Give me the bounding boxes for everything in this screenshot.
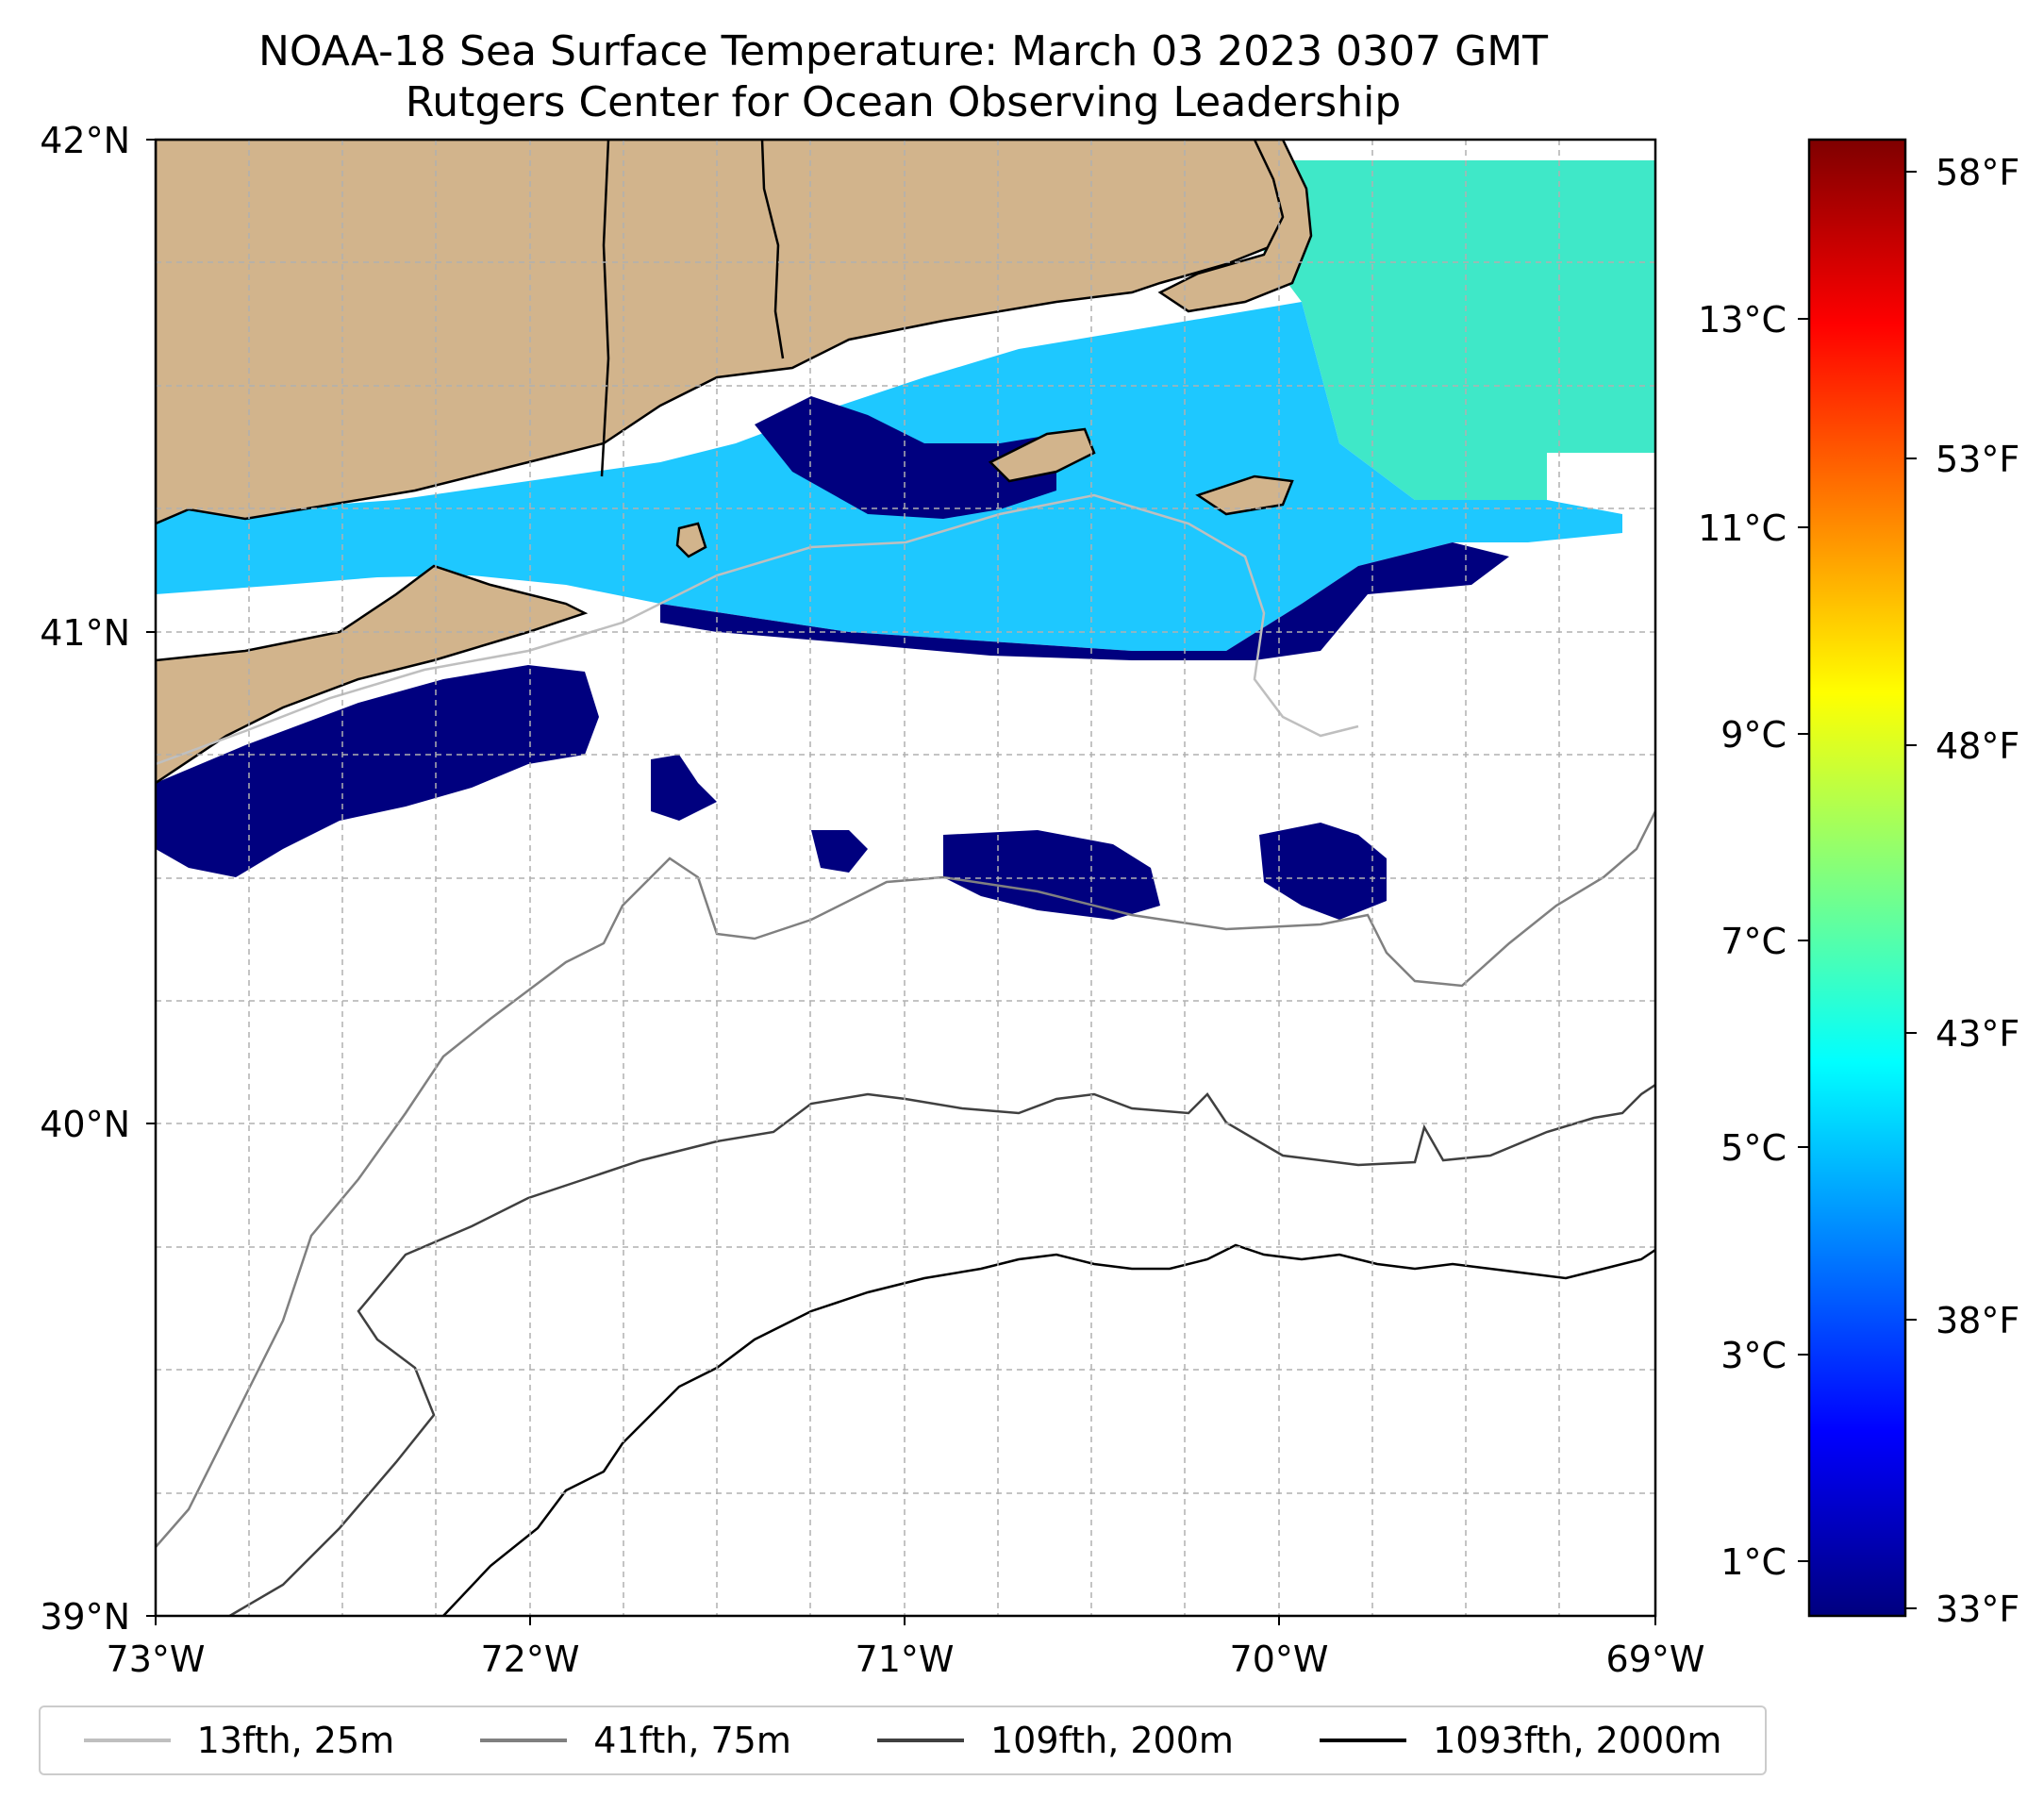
legend-swatch-2000m	[1320, 1739, 1407, 1742]
colorbar-label-58f: 58°F	[1936, 152, 2019, 193]
colorbar-label-1c: 1°C	[1720, 1541, 1786, 1583]
legend-swatch-75m	[480, 1739, 568, 1742]
colorbar-label-11c: 11°C	[1698, 507, 1786, 549]
legend-swatch-200m	[877, 1739, 964, 1742]
lat-label-41n: 41°N	[40, 612, 130, 654]
colorbar-label-5c: 5°C	[1720, 1127, 1786, 1169]
legend-label-25m: 13fth, 25m	[196, 1720, 395, 1761]
colorbar-celsius-ticks	[1798, 318, 1809, 1562]
isobath-2000m	[442, 1243, 1655, 1616]
sst-cold-patch-3	[1259, 823, 1387, 920]
colorbar-label-38f: 38°F	[1936, 1300, 2019, 1341]
legend-entry-2000m: 1093fth, 2000m	[1320, 1720, 1721, 1761]
colorbar	[1807, 138, 1907, 1618]
land-cape-cod	[1157, 140, 1313, 313]
land-block-island	[675, 522, 707, 558]
sst-cold-patch-4	[811, 830, 868, 873]
sst-mild-region	[1226, 160, 1655, 500]
colorbar-label-9c: 9°C	[1720, 714, 1786, 756]
lat-label-39n: 39°N	[40, 1596, 130, 1638]
colorbar-label-7c: 7°C	[1720, 921, 1786, 962]
legend-entry-75m: 41fth, 75m	[480, 1720, 791, 1761]
isobath-legend: 13fth, 25m 41fth, 75m 109fth, 200m 1093f…	[39, 1705, 1767, 1775]
colorbar-label-33f: 33°F	[1936, 1589, 2019, 1630]
title-line-1: NOAA-18 Sea Surface Temperature: March 0…	[258, 27, 1549, 75]
isobath-25m	[156, 493, 1359, 766]
title-line-2: Rutgers Center for Ocean Observing Leade…	[405, 78, 1402, 126]
colorbar-label-48f: 48°F	[1936, 725, 2019, 767]
sst-cold-offshore-band	[660, 542, 1509, 660]
lon-label-73w: 73°W	[107, 1639, 206, 1680]
lon-label-69w: 69°W	[1606, 1639, 1705, 1680]
map-title: NOAA-18 Sea Surface Temperature: March 0…	[156, 26, 1651, 128]
lon-label-70w: 70°W	[1230, 1639, 1329, 1680]
sst-cold-sound-band	[755, 396, 1056, 519]
colorbar-label-43f: 43°F	[1936, 1013, 2019, 1055]
map-gridlines	[156, 140, 1655, 1616]
legend-swatch-25m	[83, 1739, 171, 1742]
legend-label-2000m: 1093fth, 2000m	[1433, 1720, 1722, 1761]
isobath-200m	[226, 1083, 1655, 1616]
legend-entry-200m: 109fth, 200m	[877, 1720, 1234, 1761]
legend-label-75m: 41fth, 75m	[593, 1720, 791, 1761]
axis-ticks	[146, 139, 1656, 1625]
land-nantucket	[1195, 474, 1294, 516]
colorbar-label-13c: 13°C	[1698, 299, 1786, 341]
state-border-ny-ct	[600, 140, 610, 477]
colorbar-label-53f: 53°F	[1936, 439, 2019, 480]
sst-cold-longisland-south	[156, 665, 599, 877]
land-long-island	[156, 564, 589, 785]
legend-entry-25m: 13fth, 25m	[83, 1720, 395, 1761]
colorbar-fahrenheit-ticks	[1905, 171, 1917, 1609]
isobath-75m	[156, 810, 1655, 1548]
legend-label-200m: 109fth, 200m	[990, 1720, 1234, 1761]
lat-label-42n: 42°N	[40, 120, 130, 161]
lon-label-72w: 72°W	[481, 1639, 580, 1680]
lat-label-40n: 40°N	[40, 1104, 130, 1145]
colorbar-label-3c: 3°C	[1720, 1335, 1786, 1376]
sst-cold-patch-1	[651, 755, 717, 821]
lon-label-71w: 71°W	[856, 1639, 955, 1680]
land-marthas-vineyard	[988, 427, 1096, 483]
state-border-ct-ri	[760, 140, 785, 359]
